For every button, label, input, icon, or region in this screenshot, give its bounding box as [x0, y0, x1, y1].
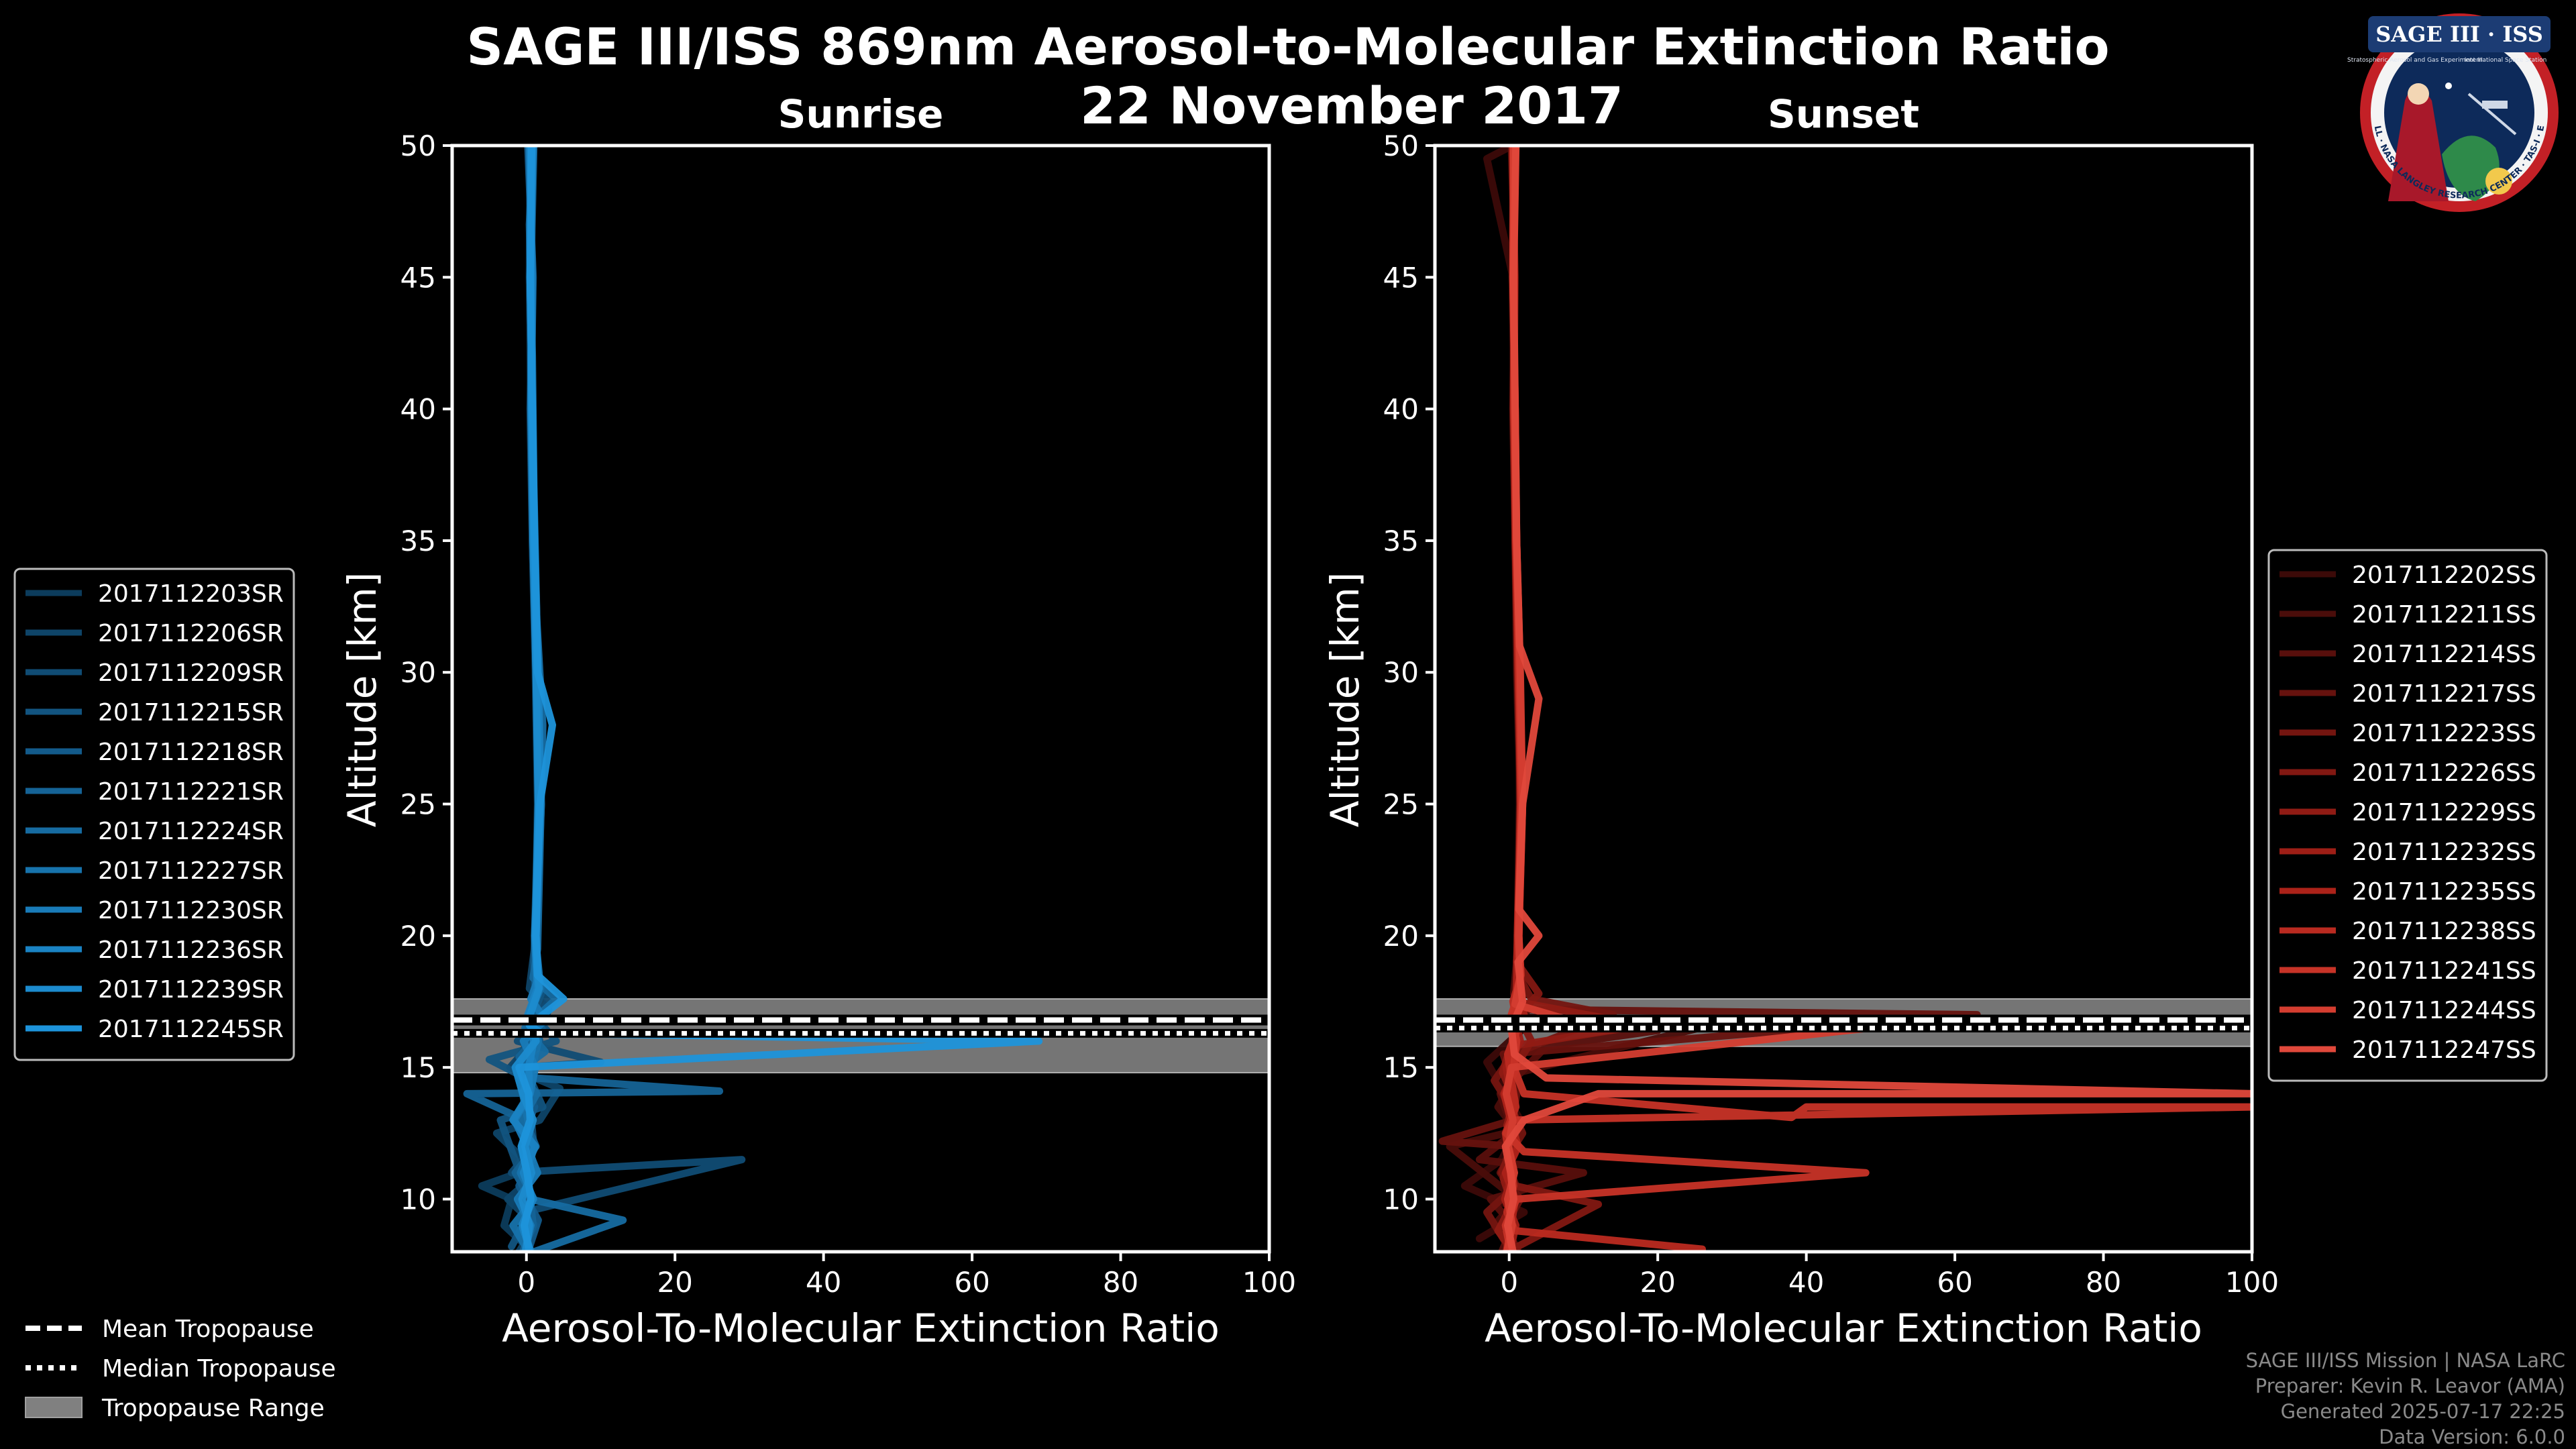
credit-version: Data Version: 6.0.0	[2379, 1426, 2565, 1448]
sunrise-ylabel: Altitude [km]	[339, 572, 385, 827]
sunset-legend-label-2017112211SS: 2017112211SS	[2352, 601, 2536, 629]
sunrise-ytick-label: 50	[400, 129, 436, 162]
sunrise-series-group	[451, 146, 1270, 1252]
sunset-axes: 0 20 40 60 80 100 10 15 20 25 30 35 40 45 50	[1383, 129, 2279, 1299]
sunrise-legend-label-2017112218SR: 2017112218SR	[98, 739, 284, 766]
sunrise-axes: 0 20 40 60 80 100 10 15 20 25 30 35 40 45 50	[400, 129, 1297, 1299]
tropopause-range-swatch	[25, 1397, 83, 1418]
sunset-legend-box	[2267, 549, 2548, 1082]
sunrise-legend-box	[13, 568, 295, 1061]
sunrise-xtick-label: 80	[1103, 1266, 1138, 1299]
logo-subtitle-text: Stratospheric Aerosol and Gas Experiment…	[2347, 57, 2483, 64]
sunrise-ytick-label: 25	[400, 788, 436, 821]
sunset-plot-frame	[1433, 144, 2254, 1254]
logo-sage-figure	[2388, 87, 2449, 201]
sunset-legend-label-2017112229SS: 2017112229SS	[2352, 799, 2536, 826]
sunset-legend-label-2017112244SS: 2017112244SS	[2352, 997, 2536, 1024]
sunrise-ytick-label: 10	[400, 1183, 436, 1216]
sunset-ytick-label: 45	[1383, 261, 1419, 294]
sunrise-legend-label-2017112215SR: 2017112215SR	[98, 699, 284, 727]
sunset-xtick-label: 20	[1640, 1266, 1675, 1299]
sunset-legend-label-2017112202SS: 2017112202SS	[2352, 561, 2536, 589]
sunrise-legend-label-2017112224SR: 2017112224SR	[98, 818, 284, 845]
sunrise-legend: 2017112203SR 2017112206SR 2017112209SR 2017…	[13, 568, 295, 1061]
median-tropopause-label: Median Tropopause	[102, 1355, 336, 1383]
logo-earth	[2442, 136, 2500, 201]
credit-mission: SAGE III/ISS Mission | NASA LaRC	[2246, 1349, 2565, 1372]
sunrise-panel: Sunrise 0 20 40 60 80 100 10 15 20 25 30 35 40 45 50 A…	[339, 91, 1296, 1351]
sunset-ytick-label: 40	[1383, 393, 1419, 426]
logo-iss-text: International Space Station	[2465, 57, 2547, 64]
sunrise-ytick-label: 15	[400, 1051, 436, 1084]
sunrise-legend-label-2017112209SR: 2017112209SR	[98, 659, 284, 687]
logo-sun	[2485, 168, 2512, 195]
sunset-legend-label-2017112241SS: 2017112241SS	[2352, 957, 2536, 985]
sunset-ytick-label: 25	[1383, 788, 1419, 821]
sunset-legend-label-2017112232SS: 2017112232SS	[2352, 839, 2536, 866]
sunset-legend-label-2017112247SS: 2017112247SS	[2352, 1036, 2536, 1064]
sunset-xtick-label: 40	[1788, 1266, 1824, 1299]
logo-iss-icon	[2482, 101, 2508, 109]
logo-iss-beam	[2467, 93, 2517, 136]
sunset-legend-label-2017112226SS: 2017112226SS	[2352, 759, 2536, 787]
credit-preparer: Preparer: Kevin R. Leavor (AMA)	[2255, 1375, 2565, 1397]
sunrise-xtick-label: 100	[1242, 1266, 1296, 1299]
sunset-xtick-label: 0	[1500, 1266, 1518, 1299]
sunset-ytick-label: 20	[1383, 920, 1419, 953]
logo-banner	[2368, 16, 2551, 52]
sunset-panel: Sunset 0 20 40 60 80 100 10 15 20 25 30 35 40 45 50 Ae…	[1322, 91, 2279, 1351]
tropopause-range-label: Tropopause Range	[101, 1395, 325, 1422]
sunrise-ytick-label: 35	[400, 525, 436, 557]
sunrise-legend-label-2017112203SR: 2017112203SR	[98, 580, 284, 608]
credits: SAGE III/ISS Mission | NASA LaRC Prepare…	[2246, 1349, 2565, 1448]
logo-title-text: SAGE III · ISS	[2375, 21, 2543, 47]
sunrise-ytick-label: 40	[400, 393, 436, 426]
sunset-xlabel: Aerosol-To-Molecular Extinction Ratio	[1485, 1305, 2202, 1351]
mean-tropopause-label: Mean Tropopause	[102, 1316, 314, 1343]
sunset-ytick-label: 15	[1383, 1051, 1419, 1084]
main-title: SAGE III/ISS 869nm Aerosol-to-Molecular …	[466, 17, 2109, 76]
logo-star	[2445, 83, 2452, 89]
sunset-legend-label-2017112235SS: 2017112235SS	[2352, 878, 2536, 906]
sunrise-xtick-label: 0	[517, 1266, 535, 1299]
sunrise-plot-frame	[450, 144, 1271, 1254]
sunrise-ytick-label: 45	[400, 261, 436, 294]
sunset-xtick-label: 100	[2225, 1266, 2279, 1299]
sunset-ytick-label: 35	[1383, 525, 1419, 557]
sunrise-ytick-label: 20	[400, 920, 436, 953]
sunrise-ytick-label: 30	[400, 656, 436, 689]
sunset-ylabel: Altitude [km]	[1322, 572, 1368, 827]
sunset-ytick-label: 30	[1383, 656, 1419, 689]
credit-generated: Generated 2025-07-17 22:25	[2281, 1400, 2565, 1423]
sunrise-legend-label-2017112227SR: 2017112227SR	[98, 857, 284, 885]
sunset-legend-label-2017112223SS: 2017112223SS	[2352, 720, 2536, 747]
date-title: 22 November 2017	[1080, 76, 1623, 136]
sunrise-legend-label-2017112230SR: 2017112230SR	[98, 897, 284, 924]
sunset-series-group	[1434, 146, 2253, 1252]
sunrise-legend-label-2017112236SR: 2017112236SR	[98, 936, 284, 964]
sunrise-legend-label-2017112245SR: 2017112245SR	[98, 1016, 284, 1043]
logo-sage-head	[2408, 83, 2429, 105]
sunrise-xtick-label: 40	[806, 1266, 841, 1299]
tropopause-legend: Mean Tropopause Median Tropopause Tropop…	[25, 1316, 336, 1422]
sunset-xtick-label: 60	[1937, 1266, 1972, 1299]
sunrise-legend-label-2017112221SR: 2017112221SR	[98, 778, 284, 806]
sunrise-xtick-label: 20	[657, 1266, 692, 1299]
sunset-ytick-label: 10	[1383, 1183, 1419, 1216]
sunset-xtick-label: 80	[2086, 1266, 2121, 1299]
sunset-legend-label-2017112214SS: 2017112214SS	[2352, 641, 2536, 668]
sunrise-lines	[463, 146, 1043, 1252]
sunset-title: Sunset	[1768, 91, 1919, 137]
sunrise-legend-label-2017112206SR: 2017112206SR	[98, 620, 284, 647]
sunrise-title: Sunrise	[778, 91, 944, 137]
sunrise-xlabel: Aerosol-To-Molecular Extinction Ratio	[502, 1305, 1220, 1351]
sunset-ytick-label: 50	[1383, 129, 1419, 162]
sunset-legend: 2017112202SS 2017112211SS 2017112214SS 2017…	[2267, 549, 2548, 1082]
sunset-legend-label-2017112217SS: 2017112217SS	[2352, 680, 2536, 708]
sunrise-legend-label-2017112239SR: 2017112239SR	[98, 976, 284, 1004]
sunrise-xtick-label: 60	[954, 1266, 989, 1299]
sunset-legend-label-2017112238SS: 2017112238SS	[2352, 918, 2536, 945]
